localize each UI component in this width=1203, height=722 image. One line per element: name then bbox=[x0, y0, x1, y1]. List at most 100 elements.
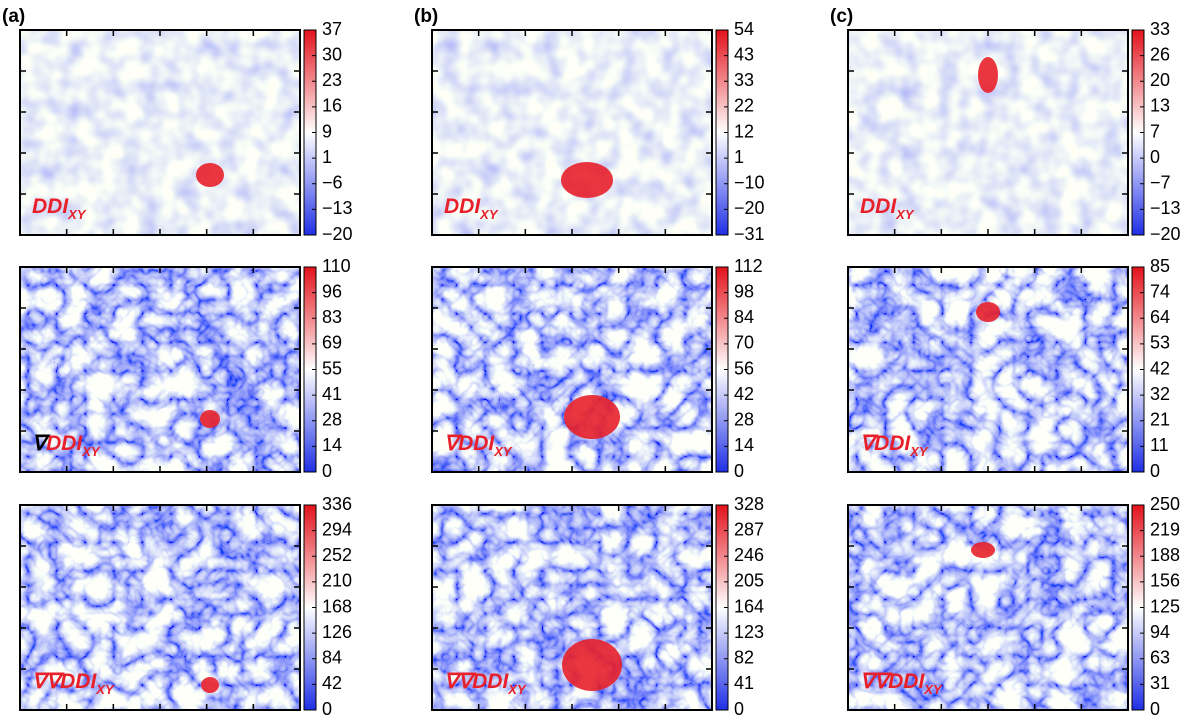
colorbar-tick-label: 156 bbox=[1150, 571, 1180, 591]
annotation-text: DDI bbox=[32, 195, 69, 218]
colorbar-tick-label: −13 bbox=[1150, 198, 1181, 218]
colorbar-tick-label: −13 bbox=[322, 198, 353, 218]
colorbar-tick-label: 22 bbox=[734, 96, 754, 116]
colorbar-tick-label: −20 bbox=[1150, 224, 1181, 244]
colorbar-tick-label: 7 bbox=[1150, 121, 1160, 141]
colorbar-tick-label: 84 bbox=[322, 648, 342, 668]
hotspot bbox=[562, 639, 622, 691]
panel-annotation: ∇∇DDIXY bbox=[32, 670, 115, 697]
hotspot bbox=[196, 163, 224, 187]
panel-label: (c) bbox=[830, 6, 853, 27]
colorbar-tick-label: 42 bbox=[1150, 358, 1170, 378]
annotation-text: DDI bbox=[60, 670, 97, 693]
heatmap bbox=[20, 505, 300, 710]
hotspot bbox=[978, 57, 998, 93]
hotspot bbox=[561, 162, 613, 198]
hotspot bbox=[976, 302, 1000, 322]
annotation-subscript: XY bbox=[67, 207, 87, 222]
annotation-prefix: ∇∇ bbox=[860, 670, 893, 693]
colorbar-tick-label: 41 bbox=[734, 673, 754, 693]
colorbar-tick-label: 94 bbox=[1150, 622, 1170, 642]
colorbar-tick-label: 188 bbox=[1150, 545, 1180, 565]
colorbar-tick-label: 294 bbox=[322, 519, 352, 539]
colorbar-tick-label: 42 bbox=[734, 384, 754, 404]
heatmap bbox=[20, 267, 300, 472]
annotation-text: DDI bbox=[444, 195, 481, 218]
colorbar-tick-label: 63 bbox=[1150, 648, 1170, 668]
annotation-subscript: XY bbox=[493, 444, 513, 459]
annotation-subscript: XY bbox=[923, 682, 943, 697]
colorbar-tick-label: 210 bbox=[322, 571, 352, 591]
colorbar-tick-label: −7 bbox=[1150, 173, 1171, 193]
annotation-subscript: XY bbox=[895, 207, 915, 222]
colorbar-tick-label: 1 bbox=[734, 147, 744, 167]
colorbar-tick-label: 252 bbox=[322, 545, 352, 565]
annotation-text: DDI bbox=[46, 432, 83, 455]
hotspot bbox=[971, 542, 995, 558]
colorbar-tick-label: 43 bbox=[734, 44, 754, 64]
colorbar-tick-label: 55 bbox=[322, 358, 342, 378]
colorbar-tick-label: 85 bbox=[1150, 256, 1170, 276]
heatmap bbox=[20, 30, 300, 235]
colorbar-tick-label: 53 bbox=[1150, 333, 1170, 353]
annotation-text: DDI bbox=[472, 670, 509, 693]
annotation-text: DDI bbox=[874, 432, 911, 455]
colorbar-tick-label: 12 bbox=[734, 121, 754, 141]
colorbar-tick-label: 41 bbox=[322, 384, 342, 404]
annotation-text: DDI bbox=[860, 195, 897, 218]
annotation-subscript: XY bbox=[909, 444, 929, 459]
colorbar-tick-label: 246 bbox=[734, 545, 764, 565]
colorbar-tick-label: 0 bbox=[1150, 147, 1160, 167]
heatmap bbox=[848, 505, 1128, 710]
colorbar-tick-label: 42 bbox=[322, 673, 342, 693]
colorbar-tick-label: 26 bbox=[1150, 44, 1170, 64]
colorbar-tick-label: 82 bbox=[734, 648, 754, 668]
panel-annotation: DDIXY bbox=[860, 195, 915, 222]
colorbar-tick-label: 54 bbox=[734, 19, 754, 39]
colorbar-tick-label: 0 bbox=[734, 461, 744, 481]
colorbar-tick-label: 83 bbox=[322, 307, 342, 327]
colorbar-tick-label: −20 bbox=[322, 224, 353, 244]
heatmap bbox=[848, 267, 1128, 472]
hotspot bbox=[201, 677, 219, 693]
colorbar-tick-label: 0 bbox=[1150, 461, 1160, 481]
colorbar-tick-label: 74 bbox=[1150, 281, 1170, 301]
colorbar-tick-label: 37 bbox=[322, 19, 342, 39]
colorbar-tick-label: 9 bbox=[322, 121, 332, 141]
colorbar-tick-label: −6 bbox=[322, 173, 343, 193]
panel-annotation: ∇DDIXY bbox=[32, 432, 101, 459]
colorbar-tick-label: 16 bbox=[322, 96, 342, 116]
panel-annotation: ∇DDIXY bbox=[860, 432, 929, 459]
colorbar-tick-label: 21 bbox=[1150, 410, 1170, 430]
colorbar-tick-label: 14 bbox=[734, 435, 754, 455]
heatmap bbox=[432, 267, 712, 472]
colorbar-tick-label: 0 bbox=[1150, 699, 1160, 719]
colorbar-tick-label: 69 bbox=[322, 333, 342, 353]
colorbar-tick-label: 336 bbox=[322, 494, 352, 514]
colorbar-tick-label: 168 bbox=[322, 596, 352, 616]
annotation-subscript: XY bbox=[507, 682, 527, 697]
colorbar-tick-label: 125 bbox=[1150, 596, 1180, 616]
colorbar-tick-label: 14 bbox=[322, 435, 342, 455]
colorbar-tick-label: 31 bbox=[1150, 673, 1170, 693]
colorbar-tick-label: 56 bbox=[734, 358, 754, 378]
heatmap bbox=[432, 30, 712, 235]
colorbar-tick-label: −20 bbox=[734, 198, 765, 218]
colorbar-tick-label: 23 bbox=[322, 70, 342, 90]
colorbar-tick-label: 33 bbox=[734, 70, 754, 90]
colorbar-tick-label: 219 bbox=[1150, 519, 1180, 539]
panel-annotation: DDIXY bbox=[32, 195, 87, 222]
hotspot bbox=[564, 395, 620, 439]
colorbar-tick-label: 164 bbox=[734, 596, 764, 616]
colorbar-tick-label: 98 bbox=[734, 281, 754, 301]
panel-label: (b) bbox=[414, 6, 438, 27]
colorbar-tick-label: 112 bbox=[734, 256, 763, 276]
panel-annotation: ∇∇DDIXY bbox=[444, 670, 527, 697]
colorbar-tick-label: 328 bbox=[734, 494, 764, 514]
colorbar-tick-label: 0 bbox=[322, 699, 332, 719]
annotation-prefix: ∇∇ bbox=[32, 670, 65, 693]
colorbar-tick-label: 96 bbox=[322, 281, 342, 301]
panel-annotation: DDIXY bbox=[444, 195, 499, 222]
colorbar-tick-label: −10 bbox=[734, 173, 765, 193]
